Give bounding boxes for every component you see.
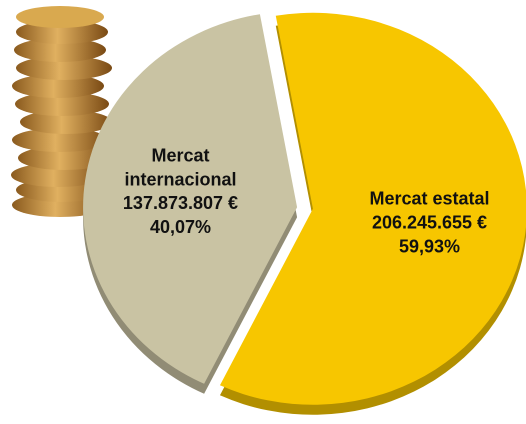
slice-category-label: Mercat estatal (369, 188, 489, 208)
slice-value-label: 40,07% (150, 217, 211, 237)
slice-face (219, 12, 526, 405)
coins-decoration (11, 6, 112, 217)
label-line: internacional (124, 169, 236, 189)
slice-amount-label: 206.245.655 € (372, 212, 487, 232)
label-line: Mercat (151, 145, 209, 165)
slice-value-label: 59,93% (399, 236, 460, 256)
slice (83, 14, 298, 394)
slice-category-label: Mercat internacional (124, 145, 236, 189)
slice-face (83, 14, 298, 384)
slice-amount-label: 137.873.807 € (123, 193, 238, 213)
slice (219, 12, 526, 415)
